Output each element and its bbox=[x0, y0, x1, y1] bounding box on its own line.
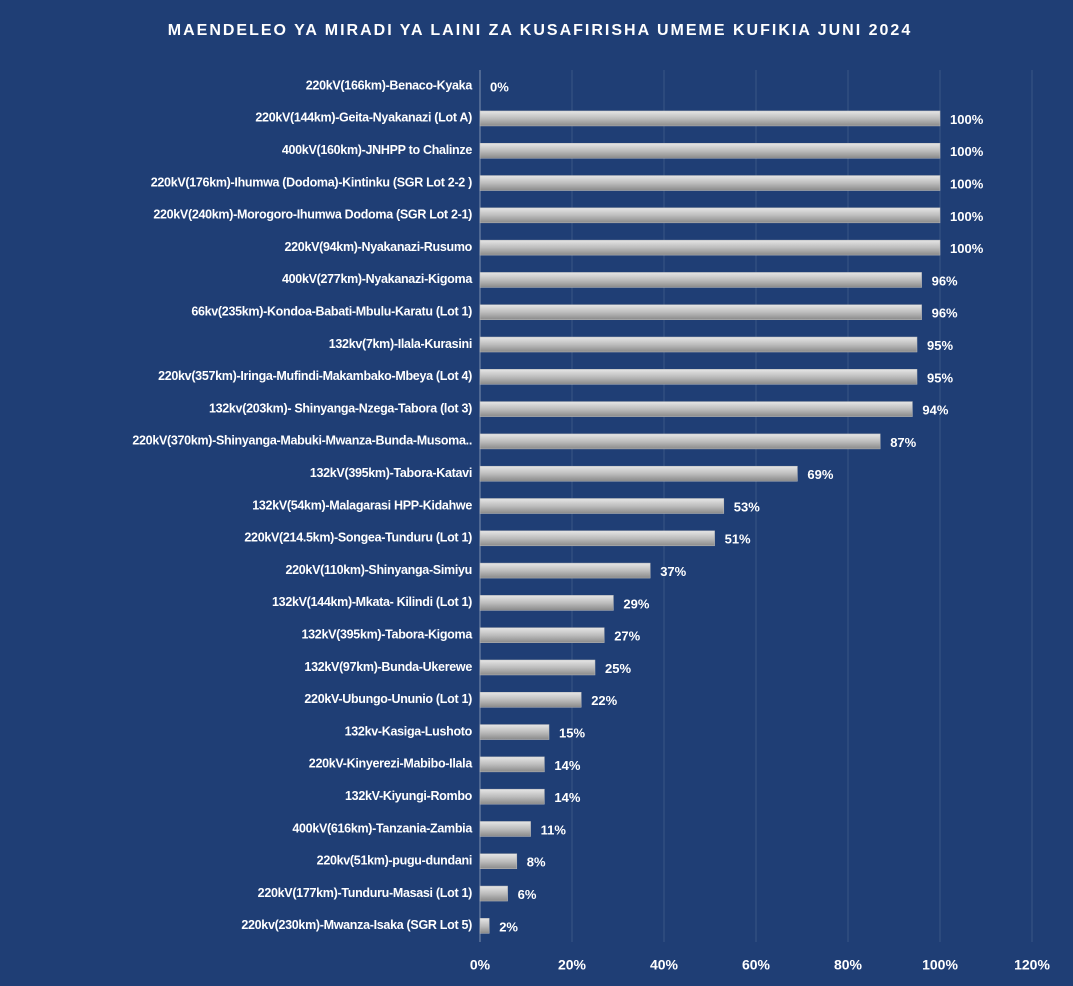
bar bbox=[479, 595, 614, 611]
data-label: 100% bbox=[950, 112, 984, 127]
y-tick-label: 132kV(97km)-Bunda-Ukerewe bbox=[304, 660, 472, 674]
y-tick-label: 132kV(395km)-Tabora-Kigoma bbox=[301, 627, 473, 641]
y-tick-label: 220kV(94km)-Nyakanazi-Rusumo bbox=[284, 240, 472, 254]
data-label: 37% bbox=[660, 564, 686, 579]
bar bbox=[479, 175, 941, 191]
chart-title: MAENDELEO YA MIRADI YA LAINI ZA KUSAFIRI… bbox=[168, 22, 912, 39]
y-tick-label: 220kV-Ubungo-Ununio (Lot 1) bbox=[304, 692, 472, 706]
data-label: 87% bbox=[890, 435, 916, 450]
bar bbox=[479, 369, 918, 385]
bar bbox=[479, 530, 715, 547]
y-tick-label: 220kV(240km)-Morogoro-Ihumwa Dodoma (SGR… bbox=[153, 208, 472, 222]
data-label: 100% bbox=[950, 209, 984, 224]
data-label: 22% bbox=[591, 693, 617, 708]
y-tick-label: 220kV(370km)-Shinyanga-Mabuki-Mwanza-Bun… bbox=[132, 434, 472, 448]
x-tick-label: 100% bbox=[922, 957, 958, 973]
y-tick-label: 220kV(214.5km)-Songea-Tunduru (Lot 1) bbox=[244, 531, 472, 545]
bar bbox=[479, 304, 922, 320]
x-tick-label: 40% bbox=[650, 957, 679, 973]
bar bbox=[479, 498, 725, 514]
bar bbox=[479, 885, 508, 902]
y-tick-label: 220kV(110km)-Shinyanga-Simiyu bbox=[285, 563, 472, 577]
y-tick-label: 220kV(166km)-Benaco-Kyaka bbox=[306, 78, 474, 92]
x-tick-label: 20% bbox=[558, 957, 587, 973]
bar bbox=[479, 465, 798, 482]
data-label: 8% bbox=[527, 855, 546, 870]
data-label: 51% bbox=[725, 532, 751, 547]
data-label: 100% bbox=[950, 144, 984, 159]
bar bbox=[479, 821, 531, 837]
y-tick-label: 220kV-Kinyerezi-Mabibo-Ilala bbox=[309, 757, 474, 771]
y-tick-label: 132kv(203km)- Shinyanga-Nzega-Tabora (lo… bbox=[209, 401, 472, 415]
bar bbox=[479, 756, 545, 773]
bar bbox=[479, 692, 582, 708]
bar bbox=[479, 562, 651, 579]
bar bbox=[479, 142, 941, 159]
y-tick-label: 66kv(235km)-Kondoa-Babati-Mbulu-Karatu (… bbox=[191, 305, 472, 319]
data-label: 0% bbox=[490, 80, 509, 95]
y-tick-label: 220kv(51km)-pugu-dundani bbox=[317, 854, 472, 868]
y-tick-label: 400kV(160km)-JNHPP to Chalinze bbox=[282, 143, 473, 157]
bar bbox=[479, 433, 881, 450]
data-label: 95% bbox=[927, 338, 953, 353]
data-label: 15% bbox=[559, 726, 585, 741]
data-label: 11% bbox=[541, 822, 567, 837]
y-tick-label: 400kV(277km)-Nyakanazi-Kigoma bbox=[282, 272, 473, 286]
y-tick-label: 220kv(230km)-Mwanza-Isaka (SGR Lot 5) bbox=[241, 918, 472, 932]
x-tick-label: 120% bbox=[1014, 957, 1050, 973]
y-tick-label: 132kV(54km)-Malagarasi HPP-Kidahwe bbox=[252, 498, 472, 512]
x-tick-label: 60% bbox=[742, 957, 771, 973]
data-label: 94% bbox=[922, 403, 948, 418]
y-tick-label: 132kV(144km)-Mkata- Kilindi (Lot 1) bbox=[272, 595, 472, 609]
bar bbox=[479, 627, 605, 643]
bar bbox=[479, 336, 918, 353]
y-tick-label: 132kV(395km)-Tabora-Katavi bbox=[310, 466, 472, 480]
data-label: 69% bbox=[807, 467, 833, 482]
bar bbox=[479, 853, 518, 870]
bar bbox=[479, 401, 913, 417]
bar bbox=[479, 110, 941, 127]
data-label: 25% bbox=[605, 661, 631, 676]
data-label: 2% bbox=[499, 919, 518, 934]
bar bbox=[479, 788, 545, 805]
y-tick-label: 132kv(7km)-Ilala-Kurasini bbox=[329, 337, 472, 351]
y-tick-label: 132kV-Kiyungi-Rombo bbox=[345, 789, 473, 803]
y-tick-label: 132kv-Kasiga-Lushoto bbox=[345, 724, 473, 738]
data-label: 100% bbox=[950, 176, 984, 191]
data-label: 14% bbox=[554, 758, 580, 773]
bar bbox=[479, 918, 490, 934]
bar bbox=[479, 724, 550, 740]
data-label: 14% bbox=[554, 790, 580, 805]
data-label: 6% bbox=[518, 887, 537, 902]
data-label: 29% bbox=[623, 596, 649, 611]
data-label: 95% bbox=[927, 370, 953, 385]
data-label: 100% bbox=[950, 241, 984, 256]
x-tick-label: 0% bbox=[470, 957, 491, 973]
data-label: 53% bbox=[734, 499, 760, 514]
data-label: 96% bbox=[932, 273, 958, 288]
y-tick-label: 220kV(177km)-Tunduru-Masasi (Lot 1) bbox=[258, 886, 472, 900]
bar bbox=[479, 659, 596, 676]
y-tick-label: 220kv(357km)-Iringa-Mufindi-Makambako-Mb… bbox=[158, 369, 472, 383]
bar bbox=[479, 272, 922, 288]
bar bbox=[479, 207, 941, 224]
x-tick-label: 80% bbox=[834, 957, 863, 973]
bar bbox=[479, 239, 941, 256]
y-tick-label: 220kV(176km)-Ihumwa (Dodoma)-Kintinku (S… bbox=[151, 175, 472, 189]
data-label: 27% bbox=[614, 629, 640, 644]
y-tick-label: 400kV(616km)-Tanzania-Zambia bbox=[292, 821, 473, 835]
data-label: 96% bbox=[932, 306, 958, 321]
y-tick-label: 220kV(144km)-Geita-Nyakanazi (Lot A) bbox=[255, 111, 472, 125]
